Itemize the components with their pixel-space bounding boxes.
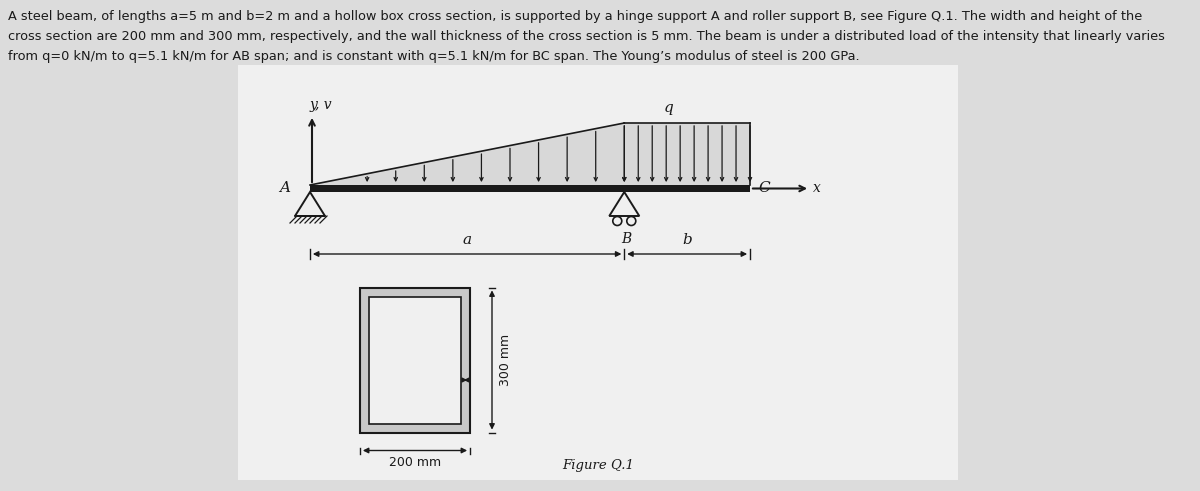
Bar: [238, 65, 958, 480]
Text: 300 mm: 300 mm: [499, 334, 512, 386]
Text: 5 mm: 5 mm: [422, 374, 457, 386]
Bar: [360, 288, 470, 433]
Text: from q​=​0 kN/m to q​=​5.1 kN/m for AB span; and is constant with q​=​5.1 kN/m f: from q​=​0 kN/m to q​=​5.1 kN/m for AB s…: [8, 50, 859, 63]
Text: x: x: [814, 181, 821, 194]
Text: a: a: [462, 233, 472, 247]
Text: B: B: [622, 232, 631, 246]
Text: b: b: [683, 233, 692, 247]
Polygon shape: [310, 123, 750, 185]
Text: q: q: [664, 101, 673, 115]
Text: C: C: [758, 182, 769, 195]
Text: A: A: [278, 182, 290, 195]
Text: A steel beam, of lengths a​=​5 m and b​=​2 m and a hollow box cross section, is : A steel beam, of lengths a​=​5 m and b​=…: [8, 10, 1142, 23]
Text: Figure Q.1: Figure Q.1: [562, 459, 634, 472]
Bar: [370, 297, 461, 424]
Text: cross section are 200 mm and 300 mm, respectively, and the wall thickness of the: cross section are 200 mm and 300 mm, res…: [8, 30, 1165, 43]
Text: y, v: y, v: [310, 98, 332, 112]
Bar: [310, 185, 750, 192]
Text: 200 mm: 200 mm: [389, 457, 442, 469]
